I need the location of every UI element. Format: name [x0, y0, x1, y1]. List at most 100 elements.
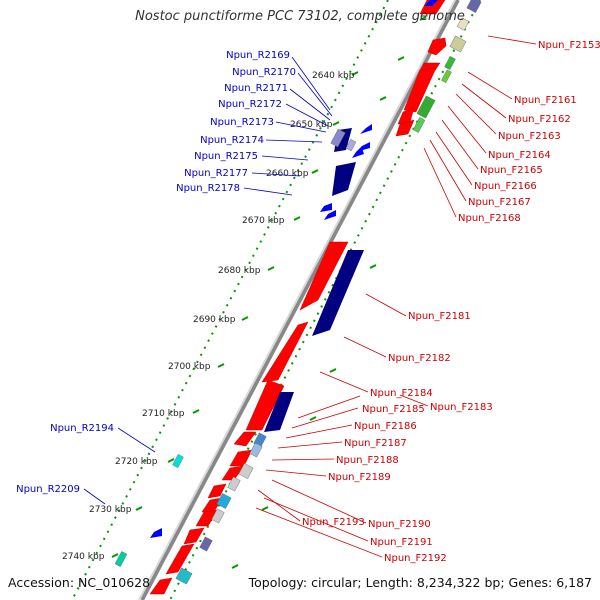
gene-label[interactable]: Npun_F2167 [468, 197, 531, 208]
gene-label[interactable]: Npun_R2169 [226, 50, 290, 61]
gene-label[interactable]: Npun_F2193 [302, 517, 365, 528]
leader-line [257, 489, 301, 522]
gene-feature [199, 536, 213, 552]
gene-label[interactable]: Npun_F2182 [388, 353, 451, 364]
gene-label[interactable]: Npun_F2192 [384, 553, 447, 564]
gene-feature [165, 557, 187, 575]
gene-label[interactable]: Npun_R2178 [176, 183, 240, 194]
gene-feature [195, 509, 219, 527]
gene-feature [216, 493, 232, 509]
gene-feature [466, 0, 482, 13]
gene-label[interactable]: Npun_F2187 [344, 438, 407, 449]
leader-line [447, 105, 487, 154]
scale-label: 2650 kbp [290, 120, 333, 130]
scale-label: 2730 kbp [89, 505, 132, 515]
leader-line [467, 71, 513, 100]
scale-label: 2740 kbp [62, 552, 105, 562]
gene-label[interactable]: Npun_R2172 [218, 99, 282, 110]
gene-label[interactable]: Npun_R2209 [16, 484, 80, 495]
leader-line [277, 441, 343, 449]
gene-feature [395, 119, 415, 137]
gene-label[interactable]: Npun_F2166 [474, 181, 537, 192]
leader-line [297, 395, 361, 419]
gene-label[interactable]: Npun_F2190 [368, 519, 431, 530]
leader-line [435, 131, 473, 186]
leader-line [271, 458, 335, 461]
gene-label[interactable]: Npun_R2173 [210, 117, 274, 128]
gene-feature [352, 148, 364, 158]
forward-leader-lines [255, 35, 537, 558]
gene-label[interactable]: Npun_F2189 [328, 472, 391, 483]
scale-label: 2680 kbp [218, 266, 261, 276]
gene-label[interactable]: Npun_F2161 [514, 95, 577, 106]
gene-label[interactable]: Npun_F2168 [458, 213, 521, 224]
gene-feature [207, 483, 227, 499]
gene-feature [238, 463, 254, 479]
leader-line [343, 336, 387, 358]
leader-line [263, 497, 369, 542]
leader-line [285, 103, 329, 127]
gene-feature [360, 124, 372, 134]
gene-feature [403, 67, 437, 113]
gene-label[interactable]: Npun_F2191 [370, 537, 433, 548]
gene-label[interactable]: Npun_F2163 [498, 131, 561, 142]
scale-label: 2660 kbp [266, 169, 309, 179]
gene-feature [172, 454, 184, 468]
gene-label[interactable]: Npun_R2194 [50, 423, 114, 434]
leader-line [261, 155, 309, 161]
gene-label[interactable]: Npun_F2185 [362, 404, 425, 415]
gene-label[interactable]: Npun_F2184 [370, 388, 433, 399]
gene-feature [330, 128, 346, 148]
gene-feature [173, 543, 195, 561]
leader-line [487, 35, 537, 45]
leader-line [429, 139, 467, 202]
gene-label[interactable]: Npun_F2164 [488, 150, 551, 161]
leader-line [243, 187, 293, 196]
gene-label[interactable]: Npun_F2181 [408, 311, 471, 322]
leader-line [275, 121, 327, 133]
gene-feature [233, 431, 257, 447]
gene-label[interactable]: Npun_F2186 [354, 421, 417, 432]
gene-label[interactable]: Npun_F2183 [430, 402, 493, 413]
leader-line [265, 469, 327, 477]
leader-line [255, 507, 383, 558]
scale-label: 2670 kbp [242, 216, 285, 226]
gene-feature [419, 0, 446, 15]
gene-label[interactable]: Npun_R2177 [184, 168, 248, 179]
leader-line [285, 424, 353, 439]
gene-label[interactable]: Npun_R2174 [200, 135, 264, 146]
reverse-gene-labels: Npun_R2169 Npun_R2170 Npun_R2171 Npun_R2… [16, 50, 296, 495]
scale-ticks [111, 16, 427, 569]
gene-feature [320, 203, 332, 212]
gene-label[interactable]: Npun_F2165 [480, 165, 543, 176]
gene-label[interactable]: Npun_R2171 [224, 83, 288, 94]
gene-label[interactable]: Npun_F2153 [538, 40, 600, 51]
leader-line [455, 93, 497, 135]
inner-scale-dots [71, 0, 389, 600]
gene-feature [456, 17, 470, 31]
leader-line [297, 72, 333, 117]
leader-line [291, 56, 331, 111]
accession-text: Accession: NC_010628 [8, 575, 151, 590]
gene-feature [211, 508, 225, 524]
leader-line [265, 139, 323, 143]
backbone-line [140, 0, 460, 600]
gene-feature [416, 95, 436, 119]
gene-label[interactable]: Npun_F2188 [336, 455, 399, 466]
gene-feature [264, 392, 294, 432]
gene-feature [412, 117, 426, 133]
gene-feature [424, 0, 438, 6]
gene-label[interactable]: Npun_R2170 [232, 67, 296, 78]
gene-label[interactable]: Npun_R2175 [194, 151, 258, 162]
genome-summary-text: Topology: circular; Length: 8,234,322 bp… [248, 575, 592, 590]
gene-feature [149, 577, 173, 595]
gene-feature [441, 69, 452, 83]
forward-gene-labels: Npun_F2153 Npun_F2161 Npun_F2162 Npun_F2… [302, 40, 600, 564]
scale-label: 2710 kbp [142, 409, 185, 419]
reverse-genes [264, 128, 364, 432]
gene-feature [449, 35, 467, 53]
forward-genes [149, 0, 447, 595]
gene-label[interactable]: Npun_F2162 [508, 114, 571, 125]
leader-line [441, 119, 479, 170]
